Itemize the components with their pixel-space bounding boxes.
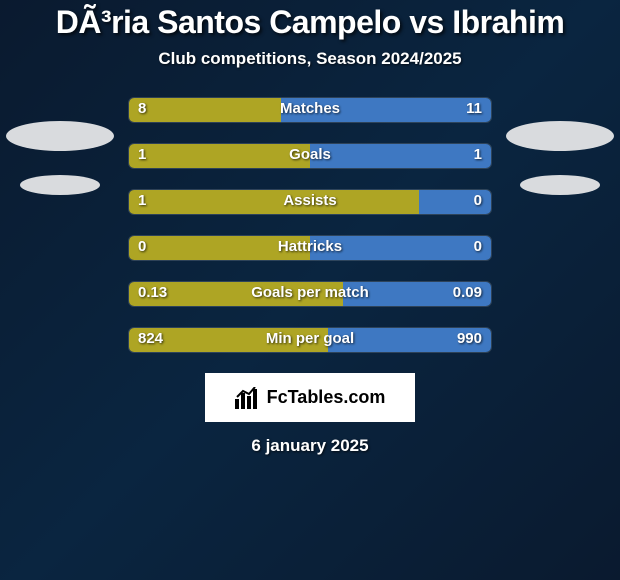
stat-bar [128, 327, 492, 353]
stat-seg-left [129, 328, 328, 352]
date-line: 6 january 2025 [0, 436, 620, 456]
brand-box[interactable]: FcTables.com [205, 373, 415, 422]
stat-seg-right [310, 144, 491, 168]
stat-bar [128, 235, 492, 261]
stat-bar [128, 189, 492, 215]
stat-seg-right [328, 328, 491, 352]
stat-seg-left [129, 236, 310, 260]
stat-row: 0 Hattricks 0 [128, 235, 492, 259]
chart-icon [235, 387, 261, 409]
comparison-card: DÃ³ria Santos Campelo vs Ibrahim Club co… [0, 0, 620, 580]
stat-bar [128, 97, 492, 123]
page-title: DÃ³ria Santos Campelo vs Ibrahim [0, 0, 620, 41]
stat-seg-left [129, 144, 310, 168]
stat-seg-right [281, 98, 491, 122]
brand-label: FcTables.com [267, 387, 386, 408]
page-subtitle: Club competitions, Season 2024/2025 [0, 49, 620, 69]
stat-seg-right [343, 282, 491, 306]
stat-seg-right [310, 236, 491, 260]
stat-bar [128, 143, 492, 169]
player-left-oval-1 [6, 121, 114, 151]
stat-row: 1 Assists 0 [128, 189, 492, 213]
stat-seg-right [419, 190, 491, 214]
player-right-oval-2 [520, 175, 600, 195]
stat-row: 8 Matches 11 [128, 97, 492, 121]
stat-bar [128, 281, 492, 307]
stat-seg-left [129, 190, 419, 214]
stat-seg-left [129, 282, 343, 306]
player-right-oval-1 [506, 121, 614, 151]
stat-seg-left [129, 98, 281, 122]
stat-row: 824 Min per goal 990 [128, 327, 492, 351]
stats-block: 8 Matches 11 1 Goals 1 1 Assists 0 [128, 97, 492, 351]
stat-row: 1 Goals 1 [128, 143, 492, 167]
player-left-oval-2 [20, 175, 100, 195]
stat-row: 0.13 Goals per match 0.09 [128, 281, 492, 305]
